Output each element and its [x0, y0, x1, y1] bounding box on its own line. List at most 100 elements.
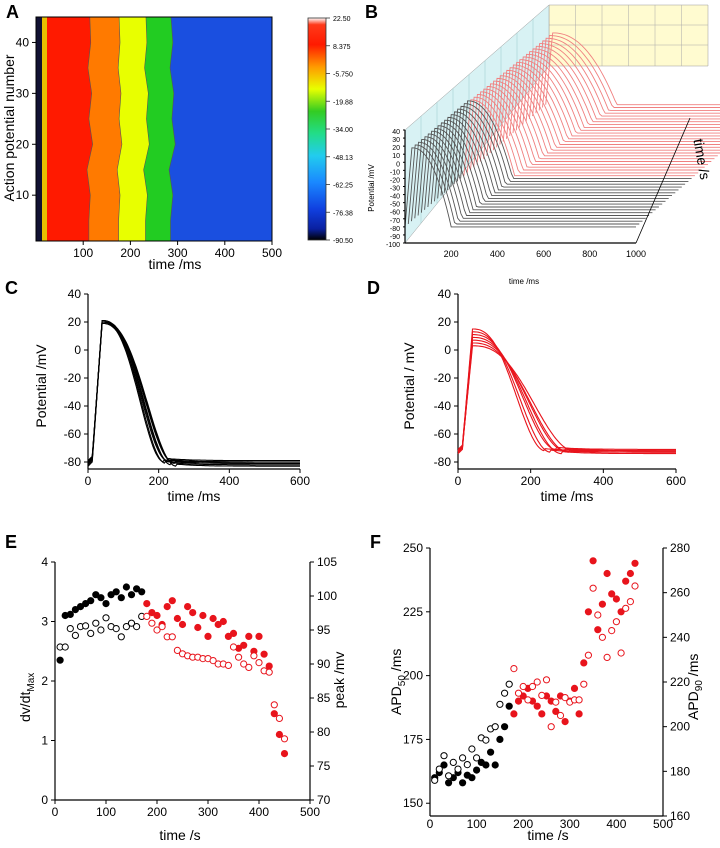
b-trace-black	[404, 147, 636, 228]
e-y-tick-label: 0	[41, 793, 48, 807]
b-trace-red	[486, 80, 718, 157]
e-y2-tick-label: 85	[317, 691, 331, 705]
c-y-tick-label: 20	[68, 315, 82, 329]
heatmap-upstroke-band	[42, 17, 47, 241]
e-y-ticks: 0 1 2 3 4	[41, 555, 55, 807]
b-trace-red	[492, 75, 720, 151]
f-point-black-open	[454, 765, 462, 773]
f-y2-tick-label: 200	[670, 720, 690, 734]
c-trace	[87, 322, 300, 465]
b-trace-black	[430, 125, 663, 205]
b-trace-red	[509, 61, 720, 137]
e-y2-tick-label: 80	[317, 725, 331, 739]
panel-a: A 100 200 300 400 500 10 20 30 40 time /ms Acti…	[1, 2, 353, 272]
e-point-red-open	[153, 626, 161, 634]
f-x-tick-label: 300	[560, 817, 580, 831]
e-y2-tick-label: 95	[317, 623, 331, 637]
c-y-tick-label: -40	[64, 399, 82, 413]
f-y-tick-label: 175	[403, 732, 423, 746]
d-trace	[457, 345, 676, 452]
a-x-tick-label: 300	[168, 246, 188, 260]
c-x-tick-label: 400	[219, 474, 239, 488]
b-trace-black	[443, 114, 676, 194]
f-y-label-sub: 50	[397, 675, 408, 687]
f-point-red-filled	[608, 590, 616, 598]
f-point-red-open	[589, 584, 597, 592]
colorbar-tick-label: -62.25	[333, 183, 353, 190]
f-point-black-open	[505, 680, 513, 688]
f-point-red-open	[598, 633, 607, 641]
d-trace	[457, 336, 676, 455]
e-point-red-filled	[224, 632, 232, 641]
f-point-red-open	[594, 611, 602, 619]
f-y2-tick-label: 160	[670, 809, 690, 823]
d-y-tick-label: -60	[434, 427, 452, 441]
b-x-label: time /ms	[509, 277, 539, 286]
a-x-label: time /ms	[149, 256, 202, 272]
b-x-tick-label: 800	[582, 249, 597, 259]
b-trace-black	[437, 119, 669, 199]
b-y-tick-label: 30	[392, 137, 400, 144]
b-z-axis	[635, 117, 691, 244]
c-x-ticks: 0 200 400 600	[85, 469, 310, 488]
b-trace-red	[499, 69, 720, 145]
b-trace-black	[414, 139, 646, 219]
d-x-label: time /ms	[541, 488, 594, 504]
panel-label-c: C	[5, 278, 18, 298]
f-y2-label-sub: 90	[694, 680, 705, 692]
colorbar-tick-label: -34.00	[333, 127, 353, 134]
e-y-tick-label: 4	[41, 555, 48, 569]
panel-label-d: D	[367, 278, 380, 298]
f-point-red-filled	[575, 710, 583, 718]
f-point-red-open	[580, 680, 588, 688]
b-trace-black	[456, 103, 689, 182]
f-point-red-filled	[603, 569, 611, 578]
b-trace-red	[532, 43, 720, 117]
e-point-red-open	[168, 633, 176, 641]
f-point-red-open	[538, 691, 546, 700]
f-y2-label-main: APD	[685, 691, 701, 720]
f-point-black-open	[473, 754, 481, 762]
e-y2-tick-label: 70	[317, 793, 331, 807]
e-point-black-filled	[122, 583, 131, 591]
e-point-red-filled	[209, 614, 217, 623]
d-y-tick-label: 40	[438, 287, 452, 301]
f-x-tick-label: 500	[653, 817, 673, 831]
b-trace-red	[538, 37, 720, 111]
e-point-black-filled	[117, 594, 125, 602]
f-point-black-filled	[496, 735, 504, 744]
e-x-tick-label: 0	[52, 805, 59, 819]
b-x-tick-label: 400	[490, 249, 505, 259]
panel-e: E 0 100 200 300 400 500 0 1 2 3 4 70 75 80 85 90 95 100…	[5, 532, 347, 843]
a-y-tick-label: 30	[16, 86, 30, 100]
e-point-red-filled	[194, 623, 202, 632]
b-y-tick-label: -90	[390, 234, 400, 241]
e-point-black-filled	[102, 600, 110, 608]
f-point-red-open	[617, 649, 625, 657]
e-point-red-filled	[178, 620, 187, 629]
f-point-red-open	[603, 653, 611, 662]
b-y-tick-label: 10	[392, 153, 400, 160]
b-trace-black	[407, 144, 640, 225]
e-point-red-filled	[163, 603, 171, 611]
f-point-red-open	[608, 627, 616, 635]
e-point-black-filled	[138, 588, 146, 596]
f-point-black-open	[468, 745, 476, 753]
a-x-ticks: 100 200 300 400 500	[73, 241, 282, 260]
e-point-red-open	[245, 663, 253, 672]
f-point-red-open	[533, 678, 541, 686]
b-z-label: time /s	[690, 137, 713, 180]
c-y-tick-label: -60	[64, 427, 82, 441]
e-point-red-open	[250, 652, 258, 660]
b-y-tick-label: -60	[390, 210, 400, 217]
e-point-red-filled	[255, 632, 263, 641]
d-x-tick-label: 400	[593, 474, 613, 488]
c-x-tick-label: 600	[290, 474, 310, 488]
e-point-red-open	[280, 735, 289, 743]
d-traces	[457, 328, 676, 455]
f-x-tick-label: 200	[513, 817, 533, 831]
a-x-tick-label: 400	[215, 246, 235, 260]
panel-label-f: F	[370, 532, 381, 552]
f-point-red-filled	[514, 697, 523, 705]
